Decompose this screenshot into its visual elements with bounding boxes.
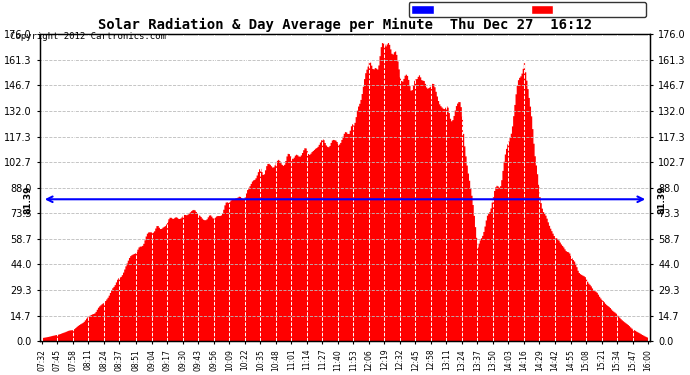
Text: 81.39: 81.39 bbox=[658, 185, 667, 213]
Text: Copyright 2012 Cartronics.com: Copyright 2012 Cartronics.com bbox=[10, 32, 166, 41]
Legend: Median (w/m2), Radiation (w/m2): Median (w/m2), Radiation (w/m2) bbox=[408, 2, 646, 17]
Title: Solar Radiation & Day Average per Minute  Thu Dec 27  16:12: Solar Radiation & Day Average per Minute… bbox=[98, 18, 592, 32]
Text: 81.39: 81.39 bbox=[23, 185, 32, 213]
